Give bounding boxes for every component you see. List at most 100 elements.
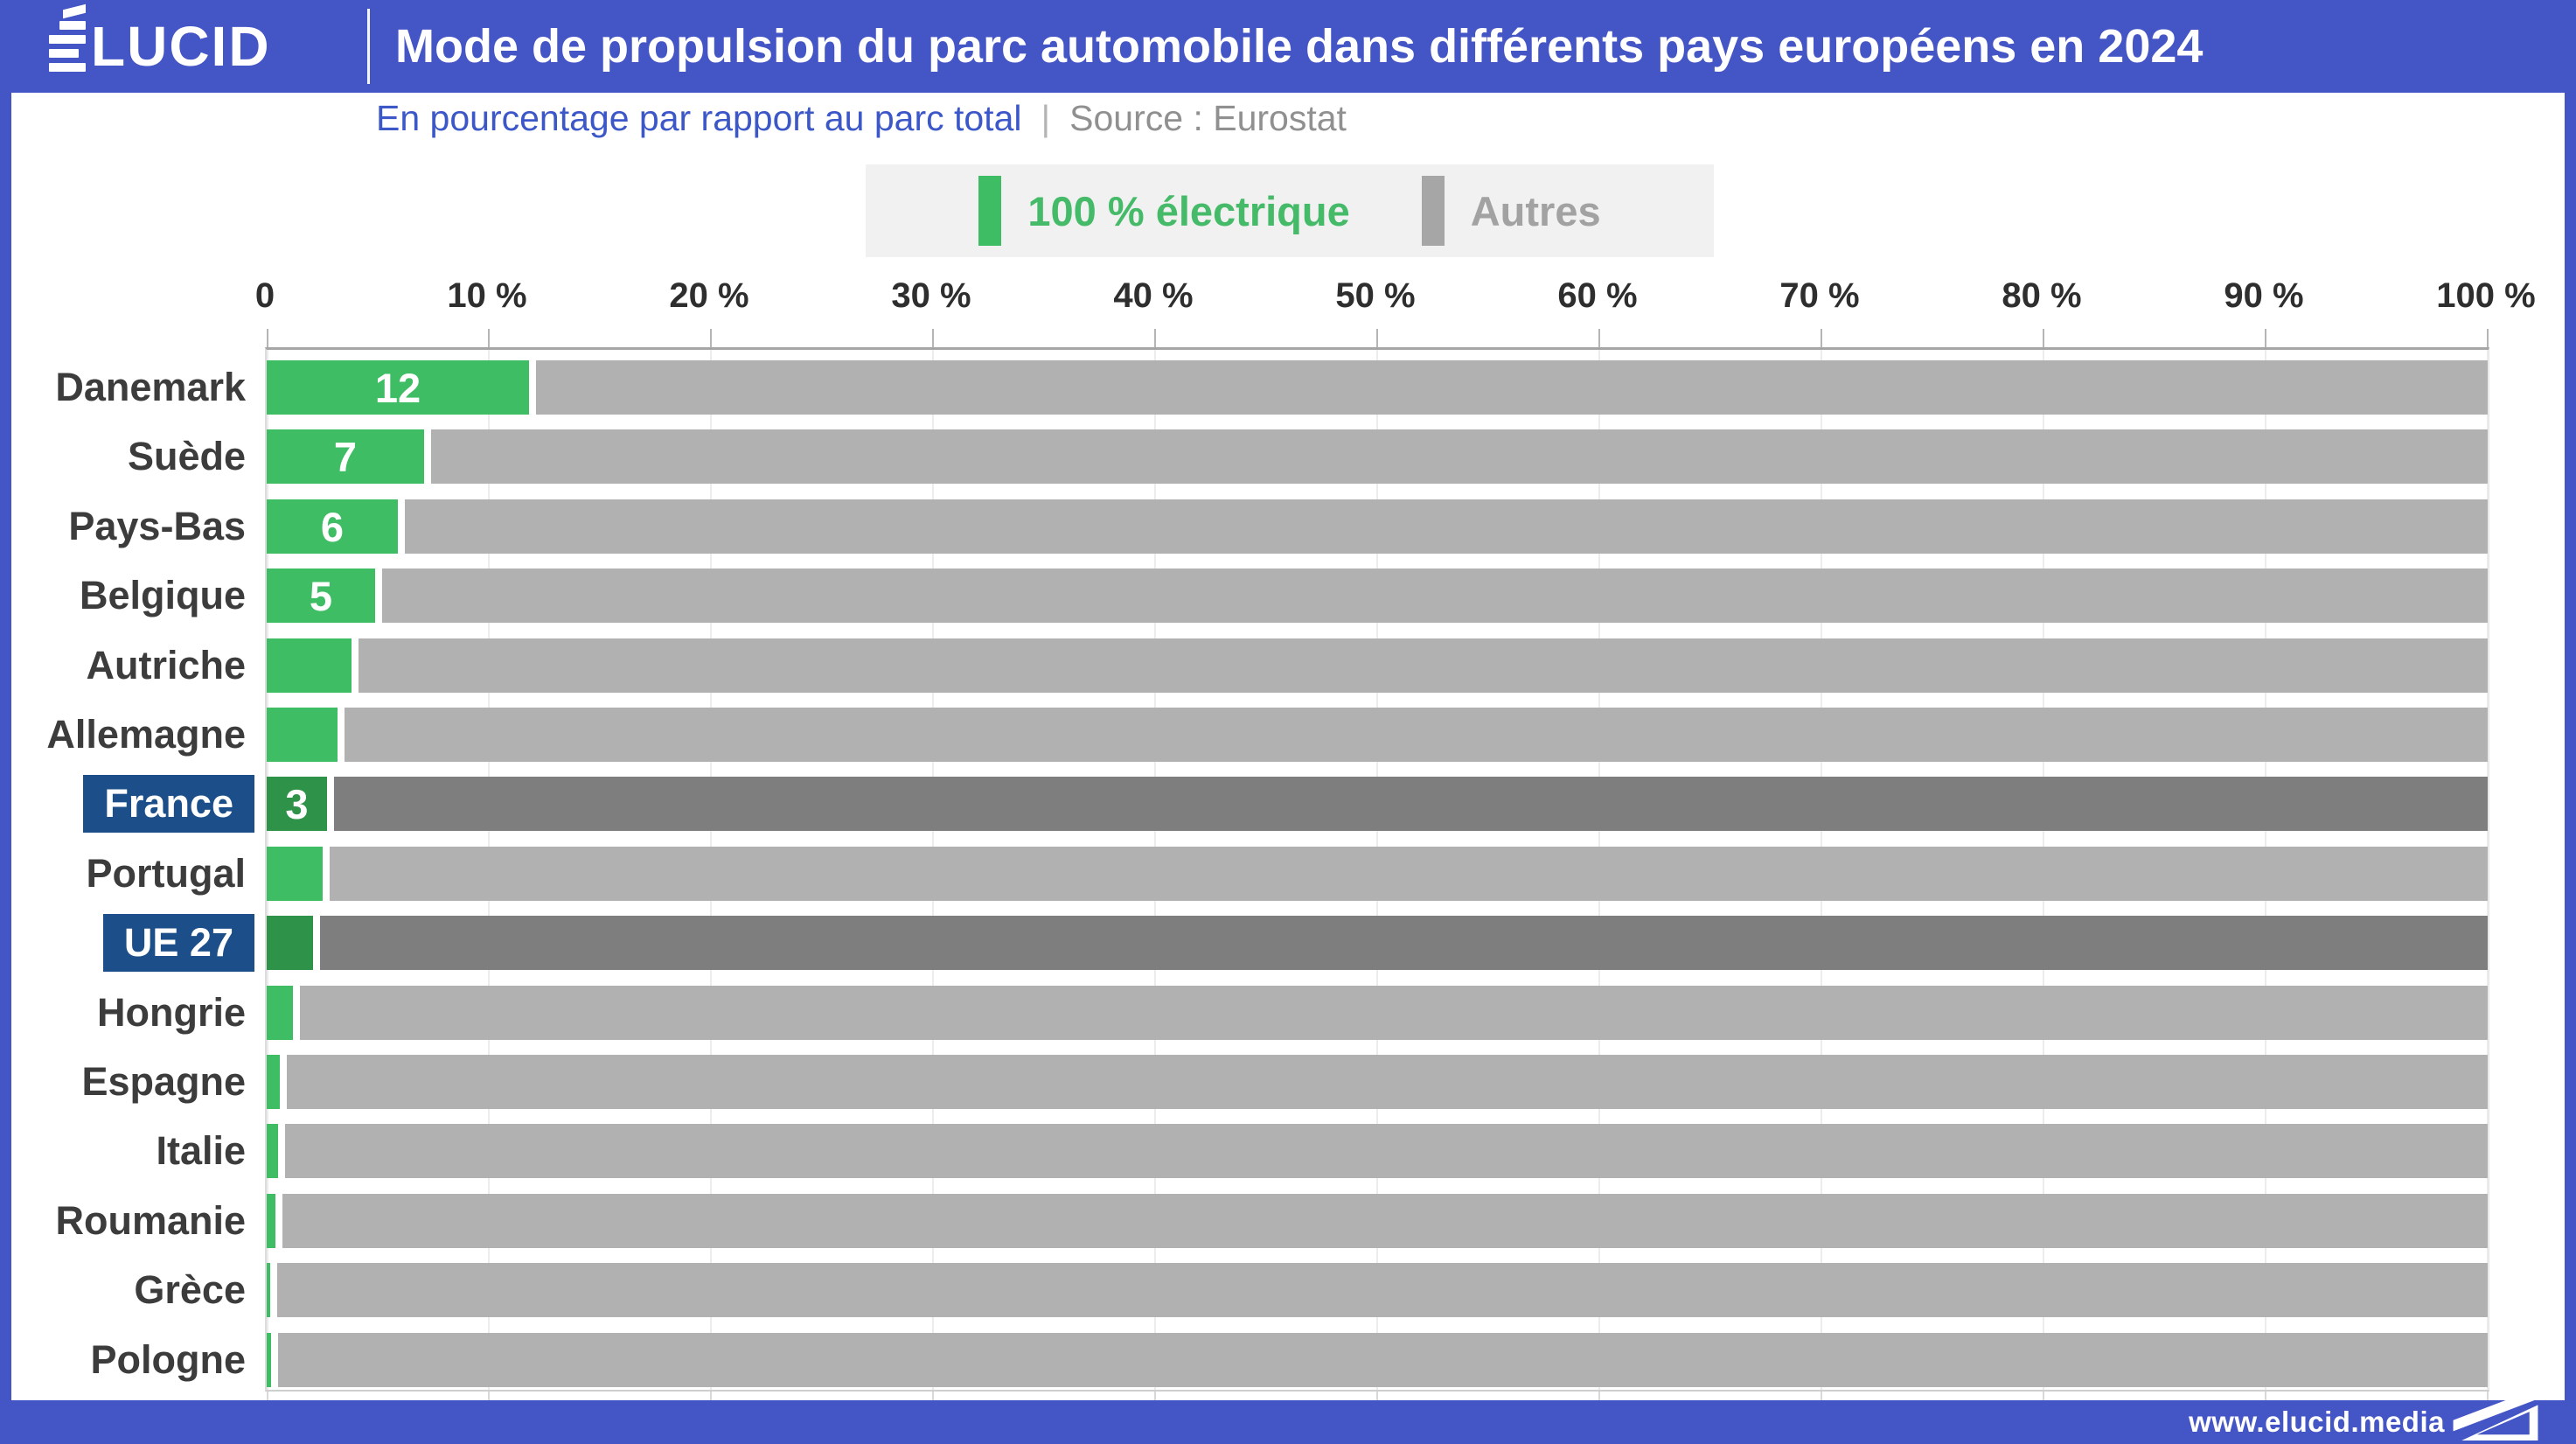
bar-segment-electric: 12 xyxy=(267,360,529,415)
country-label: France xyxy=(83,775,254,833)
axis-tick-top xyxy=(2487,329,2489,347)
x-tick-label: 80 % xyxy=(2002,276,2082,315)
logo-text: LUCID xyxy=(91,15,271,78)
bar-segment-autres xyxy=(405,499,2488,554)
bar-segment-electric xyxy=(267,1194,275,1248)
subtitle-text: En pourcentage par rapport au parc total xyxy=(376,98,1022,138)
x-tick-label: 90 % xyxy=(2224,276,2304,315)
bar-value-label: 7 xyxy=(333,433,358,480)
axis-tick-bottom xyxy=(2043,1392,2044,1401)
country-label: Hongrie xyxy=(96,990,246,1035)
bar-row: Belgique 5 xyxy=(80,569,2489,623)
country-label: Allemagne xyxy=(46,712,246,757)
gridline xyxy=(2487,350,2489,1390)
bar-segment-electric xyxy=(267,1263,270,1317)
bar-row: Allemagne xyxy=(46,708,2489,762)
bar-segment-electric: 7 xyxy=(267,429,424,484)
bar-segment-autres xyxy=(334,777,2488,831)
bar-segment-autres xyxy=(287,1055,2488,1109)
bar-row: Portugal xyxy=(86,847,2489,901)
bar-segment-electric xyxy=(267,1055,280,1109)
axis-tick-bottom xyxy=(932,1392,934,1401)
bar-segment-electric: 3 xyxy=(267,777,327,831)
x-tick-label: 30 % xyxy=(891,276,971,315)
country-label: UE 27 xyxy=(102,914,254,972)
axis-tick-top xyxy=(267,329,268,347)
page-title: Mode de propulsion du parc automobile da… xyxy=(395,20,2204,73)
subtitle-separator: | xyxy=(1041,98,1051,138)
header-separator xyxy=(367,9,370,84)
bar-segment-autres xyxy=(382,569,2488,623)
source-text: Source : Eurostat xyxy=(1069,98,1347,138)
bar-segment-autres xyxy=(277,1263,2488,1317)
x-tick-label: 100 % xyxy=(2436,276,2536,315)
country-label: Suède xyxy=(127,434,246,478)
legend-electric-label: 100 % électrique xyxy=(1027,187,1350,234)
bar-segment-autres xyxy=(300,986,2488,1040)
axis-tick-bottom xyxy=(1821,1392,1822,1401)
axis-tick-bottom xyxy=(1598,1392,1600,1401)
country-label: Pays-Bas xyxy=(68,504,246,548)
bar-value-label: 5 xyxy=(309,572,333,619)
x-tick-label: 60 % xyxy=(1557,276,1638,315)
x-tick-label: 40 % xyxy=(1113,276,1194,315)
footer-url-link[interactable]: www.elucid.media xyxy=(2189,1406,2445,1438)
country-label: Portugal xyxy=(86,851,246,896)
axis-tick-bottom xyxy=(1376,1392,1378,1401)
bar-segment-electric: 5 xyxy=(267,569,375,623)
bar-segment-autres xyxy=(330,847,2488,901)
bar-row: Danemark 12 xyxy=(55,360,2489,415)
bar-segment-autres xyxy=(431,429,2488,484)
x-tick-label: 10 % xyxy=(447,276,527,315)
bar-value-label: 6 xyxy=(320,503,345,550)
axis-tick-bottom xyxy=(1154,1392,1156,1401)
bar-segment-autres xyxy=(536,360,2488,415)
axis-tick-top xyxy=(1154,329,1156,347)
bar-segment-autres xyxy=(320,916,2488,970)
axis-tick-top xyxy=(932,329,934,347)
bar-segment-electric xyxy=(267,1124,278,1178)
bar-segment-electric: 6 xyxy=(267,499,398,554)
bar-row: Grèce xyxy=(134,1263,2489,1317)
bar-row: UE 27 xyxy=(102,914,2489,972)
footer-bar xyxy=(0,1400,2576,1444)
axis-tick-bottom xyxy=(488,1392,490,1401)
elucid-flag-icon xyxy=(2453,1387,2538,1441)
bar-segment-autres xyxy=(359,638,2488,693)
bar-segment-electric xyxy=(267,638,352,693)
bar-row: Pays-Bas 6 xyxy=(68,499,2489,554)
bar-row: Hongrie xyxy=(97,986,2489,1040)
legend: 100 % électrique Autres xyxy=(866,164,1714,257)
country-label: Espagne xyxy=(81,1059,246,1104)
axis-tick-top xyxy=(1376,329,1378,347)
legend-electric-swatch xyxy=(978,176,1002,246)
x-axis-labels: 0 10 % 20 % 30 % 40 % 50 % 60 % 70 % 80 % 90 % 100… xyxy=(255,276,2536,318)
bar-value-label: 3 xyxy=(285,780,309,827)
bar-segment-electric xyxy=(267,916,313,970)
country-label: Danemark xyxy=(55,365,246,409)
right-border-strip xyxy=(2565,93,2576,1400)
axis-tick-top xyxy=(1821,329,1822,347)
bar-row: France 3 xyxy=(83,775,2489,833)
x-tick-label: 0 xyxy=(254,276,275,315)
axis-tick-top xyxy=(488,329,490,347)
country-label: Belgique xyxy=(79,573,246,617)
plot-area: Danemark 12 Suède 7 Pays-Bas 6 Belgique 5 Autric… xyxy=(46,329,2489,1401)
country-label: Grèce xyxy=(134,1267,246,1312)
axis-tick-bottom xyxy=(267,1392,268,1401)
bar-segment-electric xyxy=(267,708,338,762)
bar-row: Italie xyxy=(156,1124,2489,1178)
x-tick-label: 50 % xyxy=(1335,276,1416,315)
bar-segment-autres xyxy=(282,1194,2488,1248)
header-bar: LUCID Mode de propulsion du parc automob… xyxy=(0,0,2576,93)
axis-tick-bottom xyxy=(710,1392,712,1401)
bar-row: Suède 7 xyxy=(128,429,2489,484)
country-label: Italie xyxy=(156,1128,246,1173)
legend-autres-label: Autres xyxy=(1470,187,1601,234)
axis-tick-bottom xyxy=(2265,1392,2266,1401)
bar-segment-autres xyxy=(285,1124,2488,1178)
logo-e-icon xyxy=(49,3,86,72)
bar-value-label: 12 xyxy=(374,364,421,411)
bar-row: Espagne xyxy=(81,1055,2489,1109)
